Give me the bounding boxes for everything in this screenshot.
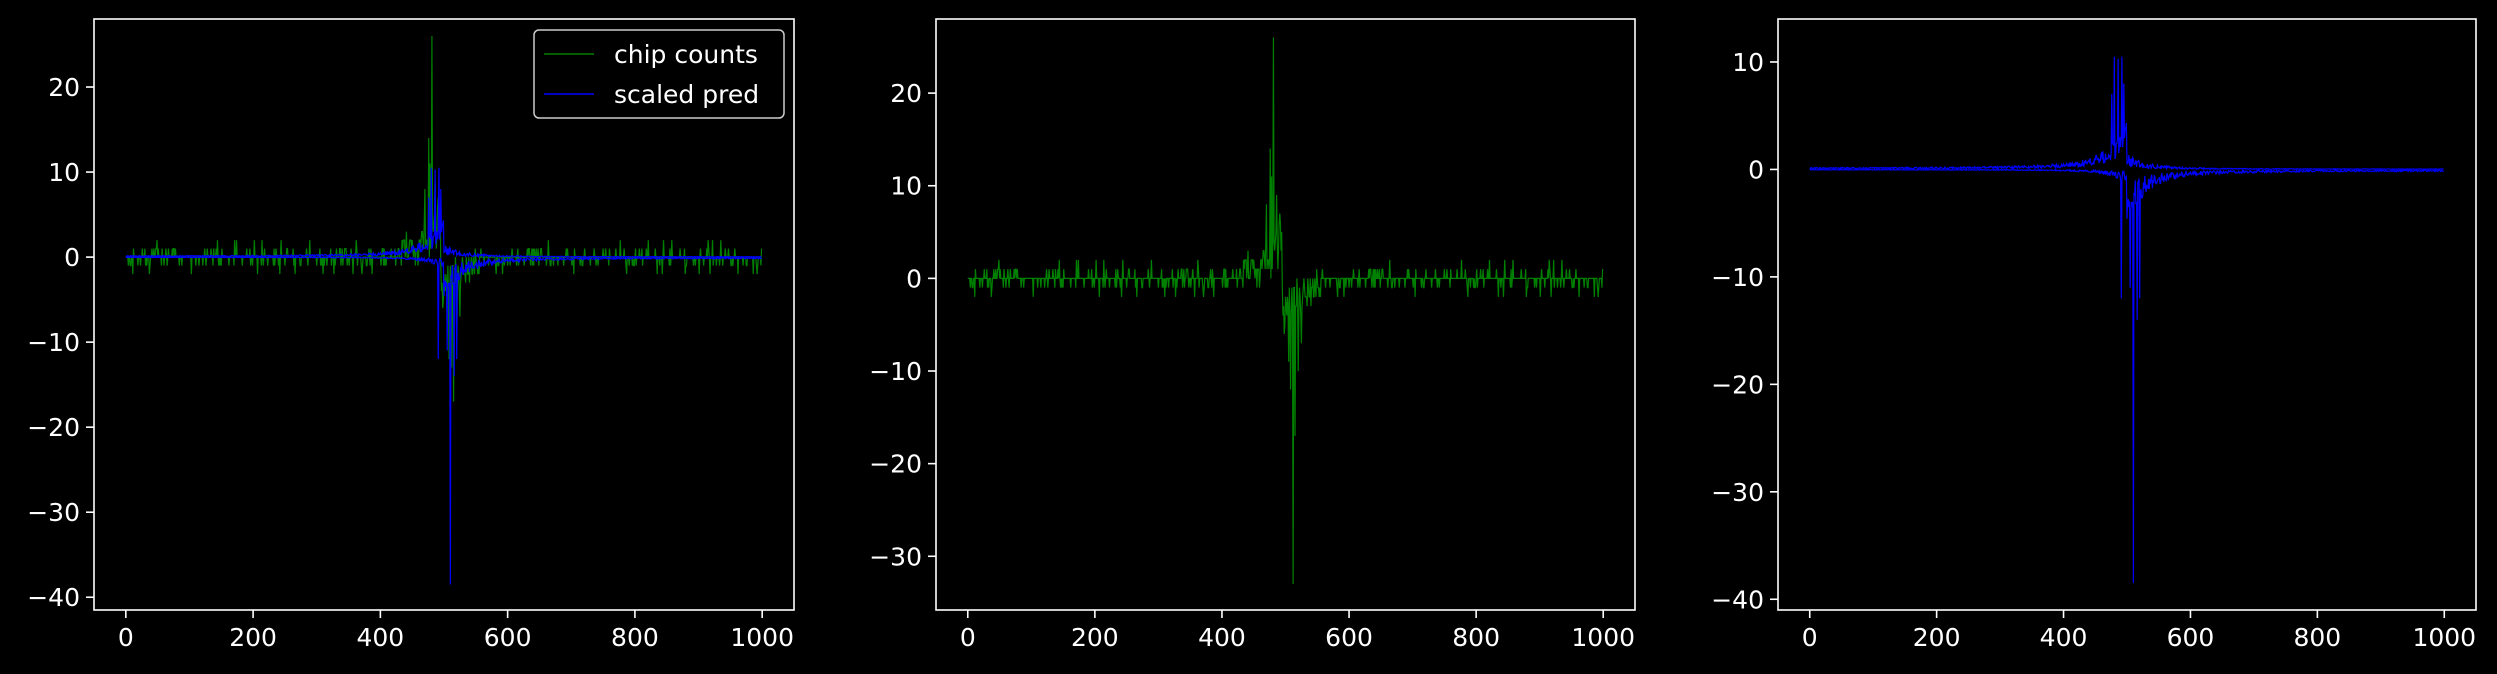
axis-ticks: 0 200 400 600 800 1000 −40 −30 −20 −10 0 10 20 xyxy=(27,73,794,652)
y-tick-label: −10 xyxy=(27,328,80,357)
x-tick-label: 400 xyxy=(357,623,405,652)
axes-frame xyxy=(1777,18,2477,611)
x-tick-label: 1000 xyxy=(730,623,794,652)
y-tick-label: 0 xyxy=(906,264,922,293)
x-tick-label: 0 xyxy=(960,623,976,652)
plot-lines xyxy=(125,36,763,585)
y-tick-label: −20 xyxy=(27,413,80,442)
y-tick-label: −30 xyxy=(27,498,80,527)
x-tick-label: 200 xyxy=(1913,623,1961,652)
axes-frame xyxy=(93,18,795,611)
x-tick-label: 800 xyxy=(611,623,659,652)
x-tick-label: 800 xyxy=(1452,623,1500,652)
plot-lines xyxy=(1809,56,2444,584)
x-tick-label: 200 xyxy=(229,623,277,652)
x-tick-label: 800 xyxy=(2294,623,2342,652)
legend-label-chip-counts: chip counts xyxy=(614,40,758,69)
legend-box xyxy=(533,29,785,119)
x-tick-label: 1000 xyxy=(1571,623,1635,652)
axis-ticks: 0 200 400 600 800 1000 −40 −30 −20 −10 0 10 xyxy=(1711,48,2476,652)
y-tick-label: 20 xyxy=(48,73,80,102)
x-tick-label: 400 xyxy=(1198,623,1246,652)
x-tick-label: 600 xyxy=(2167,623,2215,652)
x-tick-label: 1000 xyxy=(2412,623,2476,652)
y-tick-label: 10 xyxy=(48,158,80,187)
legend: chip counts scaled pred xyxy=(533,29,785,119)
plot-lines xyxy=(967,37,1604,585)
series-line-scaled-pred-positive xyxy=(1809,56,2444,171)
panel-right-pred: 0 200 400 600 800 1000 −40 −30 −20 −10 0 10 xyxy=(1711,18,2477,652)
y-tick-label: −30 xyxy=(869,542,922,571)
y-tick-label: −40 xyxy=(27,583,80,612)
y-tick-label: −30 xyxy=(1711,478,1764,507)
y-tick-label: −40 xyxy=(1711,585,1764,614)
x-tick-label: 0 xyxy=(118,623,134,652)
x-tick-label: 400 xyxy=(2040,623,2088,652)
y-tick-label: −10 xyxy=(869,357,922,386)
y-tick-label: 0 xyxy=(64,243,80,272)
y-tick-label: −20 xyxy=(1711,370,1764,399)
y-tick-label: 10 xyxy=(1732,48,1764,77)
axes-frame xyxy=(935,18,1636,611)
series-line-scaled-pred-negative xyxy=(125,255,762,585)
series-line-scaled-pred-positive xyxy=(125,167,762,259)
y-tick-label: 20 xyxy=(890,79,922,108)
y-tick-label: 10 xyxy=(890,172,922,201)
panel-left-counts-vs-pred: 0 200 400 600 800 1000 −40 −30 −20 −10 0 10 20 chip … xyxy=(27,18,795,652)
series-line-chip-counts xyxy=(967,37,1604,585)
y-tick-label: 0 xyxy=(1748,155,1764,184)
x-tick-label: 600 xyxy=(1325,623,1373,652)
legend-label-scaled-pred: scaled pred xyxy=(614,80,759,109)
axis-ticks: 0 200 400 600 800 1000 −30 −20 −10 0 10 20 xyxy=(869,79,1635,652)
panel-middle-counts: 0 200 400 600 800 1000 −30 −20 −10 0 10 20 xyxy=(869,18,1636,652)
x-tick-label: 600 xyxy=(484,623,532,652)
y-tick-label: −20 xyxy=(869,450,922,479)
x-tick-label: 0 xyxy=(1802,623,1818,652)
series-line-scaled-pred-negative xyxy=(1809,168,2444,584)
y-tick-label: −10 xyxy=(1711,263,1764,292)
x-tick-label: 200 xyxy=(1071,623,1119,652)
